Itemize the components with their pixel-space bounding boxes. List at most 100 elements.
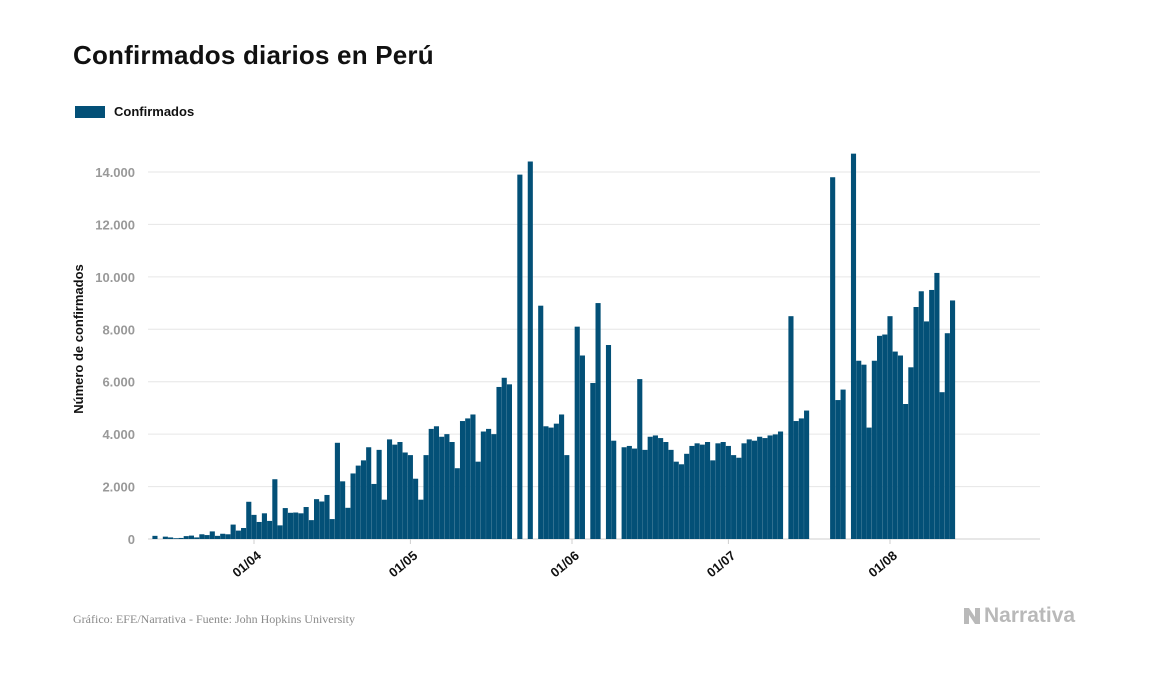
bar [678, 464, 685, 539]
bar [183, 536, 189, 539]
bar [731, 455, 737, 539]
bar [579, 355, 585, 539]
axes: 01/04 01/05 01/06 01/07 01/08 [229, 539, 900, 580]
bar [741, 443, 747, 539]
bar [642, 449, 648, 539]
bar [491, 434, 497, 539]
bar [251, 514, 257, 539]
bar [303, 507, 309, 539]
source-note: Gráfico: EFE/Narrativa - Fuente: John Ho… [73, 612, 355, 626]
bar [366, 447, 372, 539]
bar [553, 423, 559, 539]
bar [355, 465, 361, 539]
bar [720, 442, 726, 539]
bar [423, 455, 429, 539]
x-tick-label: 01/05 [386, 548, 421, 580]
bar [225, 534, 231, 539]
bar [668, 449, 674, 539]
bar [777, 431, 784, 539]
bar [267, 520, 273, 539]
bar [261, 513, 267, 539]
bar [950, 300, 956, 539]
bar [772, 434, 778, 539]
y-tick-label: 10.000 [95, 270, 135, 285]
bar [428, 428, 434, 539]
bar [241, 527, 247, 539]
bar [376, 449, 382, 539]
bar [402, 452, 408, 539]
bar [277, 525, 283, 539]
bar [324, 494, 330, 539]
bar [517, 174, 523, 539]
bar [897, 355, 903, 539]
bar [199, 534, 205, 539]
bar [564, 455, 570, 539]
bar [887, 316, 893, 539]
bar [830, 177, 836, 540]
bar [882, 334, 888, 539]
bar [710, 460, 716, 539]
bar [751, 440, 758, 539]
bar [230, 524, 236, 539]
bar [287, 512, 294, 539]
bar [397, 442, 403, 539]
bar [465, 418, 471, 539]
bar [433, 426, 440, 539]
bar [282, 508, 288, 539]
y-tick-label: 0 [128, 532, 135, 547]
bars [152, 153, 956, 540]
bar [611, 440, 617, 539]
bar [308, 520, 314, 539]
bar [689, 445, 695, 539]
bar [340, 481, 346, 539]
brand-logo: Narrativa [963, 604, 1075, 628]
bar [694, 443, 700, 539]
bar [439, 436, 445, 539]
bar [621, 447, 627, 539]
bar [762, 438, 768, 539]
bar [319, 501, 325, 539]
bar [871, 360, 877, 539]
bar [939, 392, 945, 539]
bar [840, 389, 846, 539]
bar [699, 444, 705, 539]
bar [944, 333, 950, 539]
bar [454, 468, 460, 539]
y-tick-label: 6.000 [102, 375, 135, 390]
bar [178, 537, 184, 539]
bar [444, 434, 450, 539]
bar [637, 379, 643, 539]
bar [788, 316, 794, 539]
bar [204, 535, 210, 539]
bar [386, 439, 393, 539]
bar [559, 414, 565, 539]
bar [856, 360, 862, 539]
bar [866, 427, 872, 539]
legend-label: Confirmados [114, 104, 195, 119]
bar [235, 530, 241, 539]
bar [381, 499, 387, 539]
bar [413, 478, 419, 539]
bar [632, 448, 638, 539]
bar [480, 431, 486, 539]
bar [418, 499, 424, 539]
bar [152, 535, 158, 539]
x-tick-label: 01/07 [704, 548, 739, 580]
y-axis-title: Número de confirmados [71, 264, 86, 414]
bar [334, 442, 340, 539]
bar [725, 445, 731, 539]
x-tick-label: 01/08 [865, 548, 900, 580]
bar [501, 377, 507, 539]
bar [475, 461, 481, 539]
bar [595, 303, 601, 539]
bar [908, 367, 914, 539]
bar [214, 535, 221, 539]
bar [918, 291, 924, 539]
bar [173, 538, 179, 539]
bar [293, 512, 299, 539]
bar [673, 461, 679, 539]
bar [835, 400, 841, 539]
bar [548, 427, 554, 539]
bar [590, 383, 596, 539]
y-tick-label: 2.000 [102, 480, 135, 495]
